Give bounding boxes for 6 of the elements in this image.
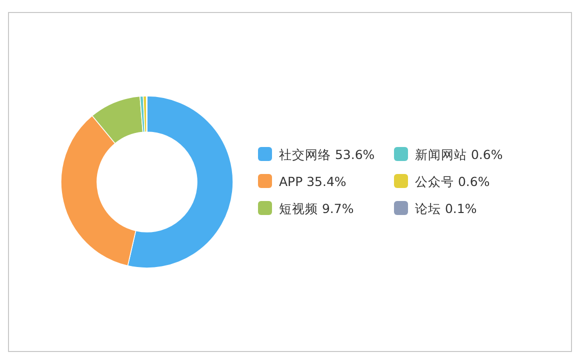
legend-label: 新闻网站 0.6% — [415, 147, 503, 162]
legend-label: 社交网络 53.6% — [279, 147, 375, 162]
legend-label: 公众号 0.6% — [415, 174, 490, 189]
legend-label: APP 35.4% — [279, 174, 346, 189]
legend-label: 短视频 9.7% — [279, 201, 354, 216]
legend-label: 论坛 0.1% — [415, 201, 477, 216]
